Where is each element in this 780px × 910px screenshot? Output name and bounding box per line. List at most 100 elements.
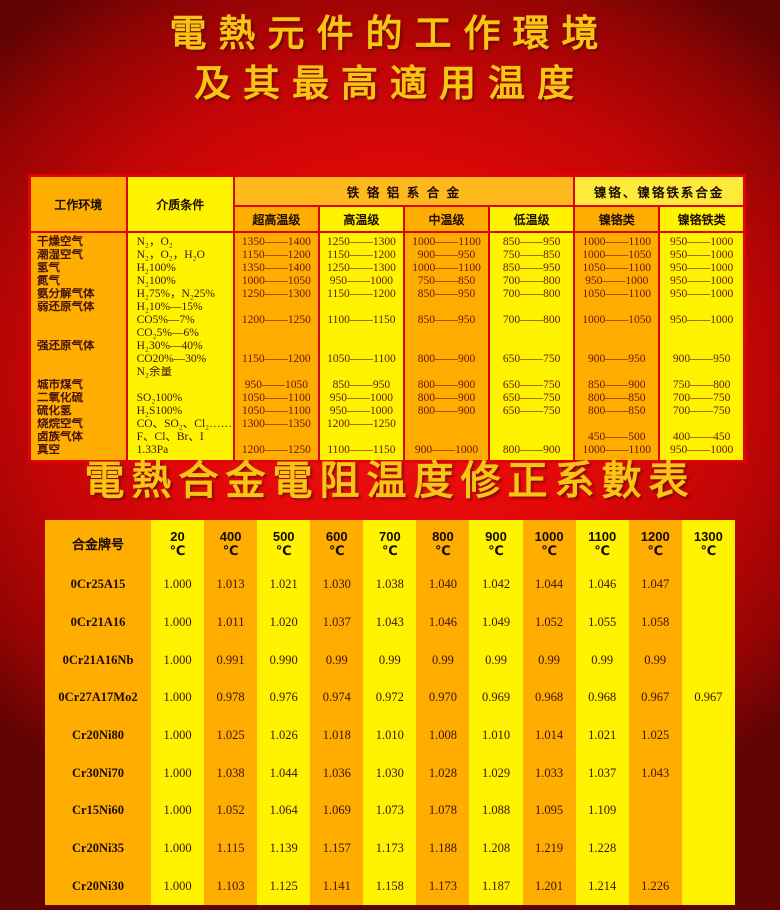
coeff-value-cell: 1.038 bbox=[363, 566, 417, 604]
temp-header-value: 1000 bbox=[534, 529, 564, 544]
coeff-value-cell: 1.047 bbox=[628, 566, 682, 604]
temp-range-cell bbox=[488, 418, 576, 431]
temp-range-cell: 750——850 bbox=[402, 275, 491, 288]
coeff-value-cell bbox=[681, 829, 735, 868]
temp-range-cell bbox=[402, 301, 491, 314]
coeff-table-row: Cr20Ni30 1.000 1.103 1.125 1.141 1.158 1.173 1.… bbox=[45, 867, 735, 905]
header-temp-col: 600 ℃ bbox=[310, 520, 364, 566]
temp-header-value: 700 bbox=[379, 529, 401, 544]
temp-range-cell: 450——500 bbox=[573, 431, 661, 444]
alloy-name-cell: Cr20Ni80 bbox=[45, 716, 151, 755]
env-name-cell bbox=[28, 314, 128, 327]
env-table-row: N₂余量 bbox=[28, 366, 746, 379]
temp-range-cell: 900——950 bbox=[402, 249, 491, 262]
temp-range-cell: 700——800 bbox=[488, 288, 576, 301]
medium-cell: CO、SO₂、Cl₂…… bbox=[125, 418, 235, 431]
coeff-value-cell: 1.069 bbox=[310, 791, 364, 830]
env-table-subheader: 超高温级 高温级 中温级 低温级 镍铬类 镍铬铁类 bbox=[30, 205, 746, 233]
header-temp-col: 1100 ℃ bbox=[575, 520, 629, 566]
header-temp-col: 400 ℃ bbox=[204, 520, 258, 566]
env-table-row: 强还原气体 H₂30%—40% bbox=[28, 340, 746, 353]
main-title-line-2: 及其最高適用温度 bbox=[194, 64, 586, 105]
coeff-value-cell: 1.020 bbox=[257, 603, 311, 642]
coeff-value-cell: 0.967 bbox=[681, 678, 735, 717]
env-table-row: 干燥空气 N₂，O₂ 1350——1400 1250——1300 1000——1100 8… bbox=[28, 232, 746, 249]
coeff-value-cell: 1.188 bbox=[416, 829, 470, 868]
temp-range-cell: 1000——1050 bbox=[573, 314, 661, 327]
coeff-table-row: Cr20Ni80 1.000 1.025 1.026 1.018 1.010 1.008 1.… bbox=[45, 716, 735, 755]
env-table-row: 硫化氢 H₂S100% 1050——1100 950——1000 800——900 650… bbox=[28, 405, 746, 418]
coeff-value-cell: 1.049 bbox=[469, 603, 523, 642]
coeff-value-cell: 0.967 bbox=[628, 678, 682, 717]
env-name-cell: 强还原气体 bbox=[28, 340, 128, 353]
coeff-value-cell: 0.99 bbox=[575, 641, 629, 679]
medium-cell: H₂30%—40% bbox=[125, 340, 235, 353]
temp-header-value: 800 bbox=[432, 529, 454, 544]
temp-range-cell: 950——1000 bbox=[317, 392, 405, 405]
section-title-coefficient: 電熱合金電阻温度修正系數表 bbox=[84, 458, 696, 503]
temp-range-cell: 700——800 bbox=[488, 314, 576, 327]
env-name-cell bbox=[28, 353, 128, 366]
coeff-value-cell: 1.011 bbox=[204, 603, 258, 642]
temp-range-cell bbox=[658, 418, 746, 431]
temp-range-cell bbox=[488, 366, 576, 379]
coeff-value-cell: 1.226 bbox=[628, 867, 682, 905]
coeff-value-cell: 0.990 bbox=[257, 641, 311, 679]
medium-cell: F、Cl、Br、I bbox=[125, 431, 235, 444]
coeff-value-cell: 1.043 bbox=[363, 603, 417, 642]
coeff-value-cell: 1.125 bbox=[257, 867, 311, 905]
temp-range-cell: 750——800 bbox=[658, 379, 746, 392]
header-temp-col: 900 ℃ bbox=[469, 520, 523, 566]
temp-range-cell bbox=[232, 366, 320, 379]
temp-range-cell: 1200——1250 bbox=[232, 314, 320, 327]
coeff-table-row: 0Cr21A16Nb 1.000 0.991 0.990 0.99 0.99 0.99 0.9… bbox=[45, 641, 735, 679]
medium-cell: SO₂100% bbox=[125, 392, 235, 405]
temp-range-cell: 750——850 bbox=[488, 249, 576, 262]
header-temp-col: 800 ℃ bbox=[416, 520, 470, 566]
temp-header-value: 900 bbox=[485, 529, 507, 544]
temp-range-cell: 850——950 bbox=[488, 262, 576, 275]
env-table-header: 工作环境 介质条件 铁 铬 铝 系 合 金 镍铬、镍铬铁系合金 超高温级 高温级… bbox=[28, 174, 746, 233]
coeff-table-row: 0Cr21A16 1.000 1.011 1.020 1.037 1.043 1.046 1.… bbox=[45, 603, 735, 642]
temp-range-cell: 900——1000 bbox=[402, 444, 491, 462]
temp-header-unit: ℃ bbox=[435, 543, 451, 558]
coeff-value-cell: 1.046 bbox=[575, 566, 629, 604]
header-grade-nicr: 镍铬类 bbox=[573, 205, 661, 233]
temp-header-unit: ℃ bbox=[275, 543, 292, 558]
coeff-value-cell: 1.036 bbox=[310, 754, 364, 792]
temp-range-cell: 950——1000 bbox=[317, 275, 405, 288]
coeff-value-cell: 0.972 bbox=[363, 678, 417, 717]
alloy-name-cell: Cr15Ni60 bbox=[45, 791, 151, 830]
header-nicr-alloy-group: 镍铬、镍铬铁系合金 bbox=[573, 174, 746, 207]
temp-range-cell: 1150——1200 bbox=[317, 288, 405, 301]
header-temp-col: 1200 ℃ bbox=[628, 520, 682, 566]
coeff-value-cell: 1.052 bbox=[522, 603, 576, 642]
coeff-value-cell: 1.040 bbox=[416, 566, 470, 604]
temp-range-cell: 800——900 bbox=[402, 379, 491, 392]
header-temp-col: 500 ℃ bbox=[257, 520, 311, 566]
coeff-value-cell bbox=[681, 603, 735, 642]
header-grade-ultra-high: 超高温级 bbox=[232, 205, 320, 233]
coeff-value-cell: 1.073 bbox=[363, 791, 417, 830]
coeff-value-cell: 1.030 bbox=[310, 566, 364, 604]
temp-range-cell: 800——900 bbox=[402, 392, 491, 405]
header-medium: 介质条件 bbox=[125, 174, 235, 233]
coeff-value-cell: 1.000 bbox=[151, 678, 205, 717]
temp-range-cell: 800——900 bbox=[402, 353, 491, 366]
temp-range-cell: 650——750 bbox=[488, 392, 576, 405]
coeff-value-cell: 1.000 bbox=[151, 641, 205, 679]
temp-range-cell: 950——1000 bbox=[317, 405, 405, 418]
coeff-value-cell: 1.109 bbox=[575, 791, 629, 830]
coeff-value-cell: 1.014 bbox=[522, 716, 576, 755]
coeff-value-cell: 0.99 bbox=[416, 641, 470, 679]
temp-range-cell: 1000——1100 bbox=[402, 262, 491, 275]
temp-range-cell bbox=[573, 301, 661, 314]
temp-range-cell: 1000——1050 bbox=[232, 275, 320, 288]
temp-range-cell: 900——950 bbox=[658, 353, 746, 366]
temp-range-cell bbox=[488, 327, 576, 340]
coeff-table-row: Cr20Ni35 1.000 1.115 1.139 1.157 1.173 1.188 1.… bbox=[45, 829, 735, 868]
temp-range-cell: 1000——1100 bbox=[573, 444, 661, 462]
coeff-value-cell: 0.99 bbox=[310, 641, 364, 679]
env-table-row: 潮湿空气 N₂，O₂，H₂O 1150——1200 1150——1200 900——95… bbox=[28, 249, 746, 262]
temp-range-cell bbox=[232, 431, 320, 444]
